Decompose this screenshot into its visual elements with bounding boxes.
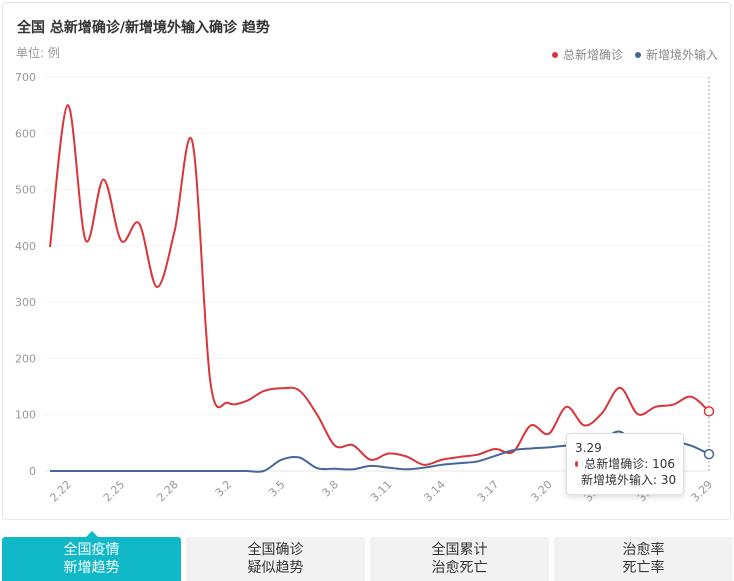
y-tick-label: 700 bbox=[15, 71, 36, 84]
tab-rates-line2: 死亡率 bbox=[622, 560, 665, 576]
unit-label: 单位: 例 bbox=[16, 46, 60, 60]
tab-new-trend[interactable]: 全国疫情 新增趋势 bbox=[2, 531, 181, 581]
y-tick-label: 0 bbox=[29, 465, 36, 478]
tooltip-row-imported: 新增境外输入: 30 bbox=[575, 472, 677, 488]
chart-tooltip: 3.29 总新增确诊: 106 新增境外输入: 30 bbox=[566, 433, 684, 495]
legend-dot-total-icon bbox=[551, 51, 558, 58]
x-tick-label: 3.29 bbox=[689, 478, 716, 505]
hover-point-total bbox=[703, 406, 715, 417]
chart-card: 全国 总新增确诊/新增境外输入确诊 趋势 单位: 例 总新增确诊 新增境外输入 bbox=[2, 2, 731, 520]
tooltip-dot-total-icon bbox=[575, 461, 579, 467]
legend-item-total[interactable]: 总新增确诊 bbox=[551, 46, 623, 63]
x-tick-label: 3.8 bbox=[320, 478, 342, 500]
y-tick-label: 300 bbox=[15, 296, 36, 309]
y-tick-label: 600 bbox=[15, 127, 36, 140]
x-tick-label: 3.2 bbox=[213, 478, 235, 500]
series-line-total bbox=[49, 104, 710, 466]
x-tick-label: 3.5 bbox=[266, 478, 288, 500]
tooltip-row-total: 总新增确诊: 106 bbox=[575, 456, 675, 472]
legend-dot-imported-icon bbox=[634, 51, 641, 58]
x-tick-label: 2.22 bbox=[47, 478, 74, 505]
chart-title: 全国 总新增确诊/新增境外输入确诊 趋势 bbox=[17, 20, 270, 36]
tab-confirmed-suspected-line1: 全国确诊 bbox=[247, 542, 304, 558]
legend-item-imported[interactable]: 新增境外输入 bbox=[634, 46, 718, 63]
tab-new-trend-line2: 新增趋势 bbox=[63, 560, 120, 576]
tab-rates-line1: 治愈率 bbox=[622, 542, 665, 558]
legend-label-imported: 新增境外输入 bbox=[645, 48, 718, 62]
x-tick-label: 2.28 bbox=[154, 478, 181, 505]
hover-point-imported bbox=[703, 448, 715, 460]
y-tick-label: 200 bbox=[15, 352, 36, 365]
tab-rates[interactable]: 治愈率 死亡率 bbox=[554, 537, 733, 581]
tab-bar: 全国疫情 新增趋势 全国确诊 疑似趋势 全国累计 治愈死亡 治愈率 死亡率 bbox=[2, 531, 733, 581]
y-tick-label: 400 bbox=[15, 240, 36, 253]
x-tick-label: 2.25 bbox=[101, 478, 128, 505]
tab-cured-dead-line1: 全国累计 bbox=[431, 542, 488, 558]
x-tick-label: 3.17 bbox=[475, 478, 502, 505]
y-tick-label: 100 bbox=[15, 409, 36, 422]
legend: 总新增确诊 新增境外输入 bbox=[551, 46, 718, 63]
legend-label-total: 总新增确诊 bbox=[562, 48, 623, 62]
tab-cured-dead[interactable]: 全国累计 治愈死亡 bbox=[370, 537, 549, 581]
tooltip-date: 3.29 bbox=[575, 441, 602, 455]
tooltip-value-imported: 新增境外输入: 30 bbox=[581, 473, 677, 487]
tab-cured-dead-line2: 治愈死亡 bbox=[431, 560, 488, 576]
x-tick-label: 3.11 bbox=[368, 478, 395, 505]
tab-new-trend-line1: 全国疫情 bbox=[63, 542, 120, 558]
tooltip-value-total: 总新增确诊: 106 bbox=[584, 457, 675, 471]
x-tick-label: 3.14 bbox=[421, 478, 448, 505]
tab-confirmed-suspected-line2: 疑似趋势 bbox=[247, 560, 304, 576]
y-tick-label: 500 bbox=[15, 184, 36, 197]
tab-confirmed-suspected[interactable]: 全国确诊 疑似趋势 bbox=[186, 537, 365, 581]
x-tick-label: 3.20 bbox=[528, 478, 555, 505]
